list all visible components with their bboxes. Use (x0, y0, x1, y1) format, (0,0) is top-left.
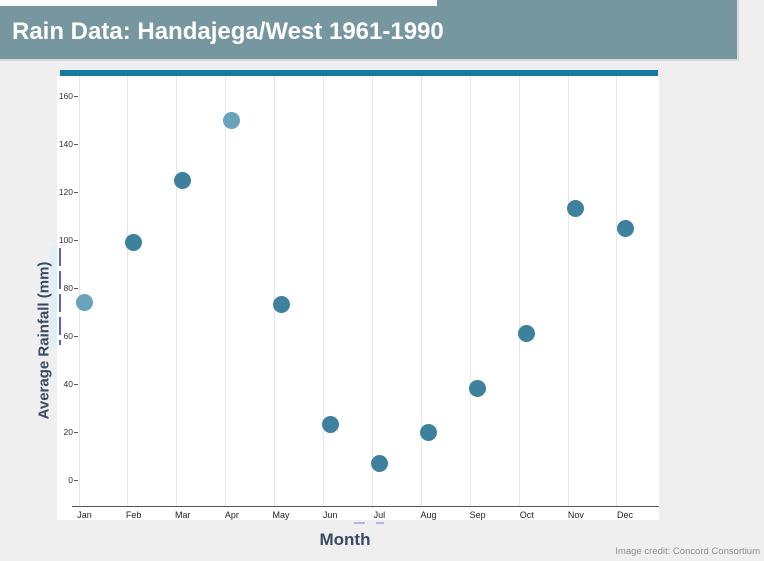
gridline (616, 76, 618, 506)
y-axis-drag-indicator (59, 248, 61, 345)
scatter-plot-area: Jan Feb Mar Apr May Jun Jul Aug Sep Oct Nov Dec 0 20 4… (57, 76, 659, 520)
y-tick-mark (74, 240, 78, 241)
y-tick-mark (74, 288, 78, 289)
x-tick-label: Dec (617, 510, 634, 520)
y-axis-title[interactable]: Average Rainfall (mm) (35, 261, 53, 420)
y-tick-label: 60 (63, 330, 73, 341)
x-tick-label: Jan (77, 510, 92, 520)
image-credit: Image credit: Concord Consortium (615, 546, 760, 557)
y-tick-label: 80 (63, 282, 73, 293)
gridline (127, 76, 129, 506)
x-axis-drag-indicator (354, 522, 365, 524)
gridline (176, 76, 178, 506)
x-tick-label: Jul (373, 510, 386, 520)
y-tick-label: 120 (58, 186, 73, 197)
data-point-jun[interactable] (321, 416, 339, 434)
x-tick-label: Jun (322, 510, 338, 520)
gridline (225, 76, 227, 506)
chart-accent-bar (60, 70, 658, 76)
data-point-nov[interactable] (567, 200, 585, 218)
data-point-sep[interactable] (469, 380, 487, 398)
y-tick-mark (74, 432, 78, 433)
page-title: Rain Data: Handajega/West 1961-1990 (12, 17, 444, 45)
title-bar-notch (0, 0, 437, 6)
gridline (323, 76, 324, 506)
gridline (371, 76, 373, 506)
y-tick-label: 0 (68, 474, 73, 485)
y-tick-mark (74, 480, 78, 481)
data-point-aug[interactable] (419, 423, 437, 441)
gridline (274, 76, 276, 506)
x-tick-label: Feb (125, 510, 142, 520)
data-point-jul[interactable] (370, 454, 388, 472)
y-tick-mark (74, 384, 78, 385)
y-tick-label: 100 (58, 234, 73, 245)
data-point-jan[interactable] (76, 293, 93, 311)
y-tick-label: 160 (58, 90, 73, 101)
gridline (78, 76, 80, 506)
x-tick-label: Aug (420, 510, 437, 520)
y-tick-mark (74, 144, 78, 145)
x-tick-label: Sep (469, 510, 486, 520)
data-point-dec[interactable] (616, 219, 634, 237)
y-axis-highlight-strip (50, 246, 57, 349)
x-axis-title[interactable]: Month (319, 530, 371, 549)
x-tick-label: Nov (567, 510, 584, 520)
data-point-mar[interactable] (174, 171, 192, 189)
y-tick-mark (74, 336, 78, 337)
data-point-may[interactable] (272, 296, 290, 314)
y-tick-label: 20 (63, 426, 73, 437)
gridline (518, 76, 520, 506)
gridline (420, 76, 422, 506)
x-tick-label: Oct (519, 510, 534, 520)
y-tick-mark (74, 192, 78, 193)
data-point-oct[interactable] (518, 325, 536, 343)
x-tick-label: Mar (175, 510, 191, 520)
data-point-feb[interactable] (125, 233, 143, 251)
x-axis-line (72, 506, 659, 507)
gridline (469, 76, 471, 506)
title-bar: Rain Data: Handajega/West 1961-1990 (0, 0, 739, 61)
y-tick-mark (74, 96, 78, 97)
x-tick-label: Apr (224, 510, 239, 520)
y-tick-label: 40 (63, 378, 73, 389)
data-point-apr[interactable] (223, 111, 241, 129)
x-axis-drag-indicator (376, 522, 384, 524)
gridline (567, 76, 569, 506)
y-tick-label: 140 (58, 138, 73, 149)
x-tick-label: May (272, 510, 290, 520)
